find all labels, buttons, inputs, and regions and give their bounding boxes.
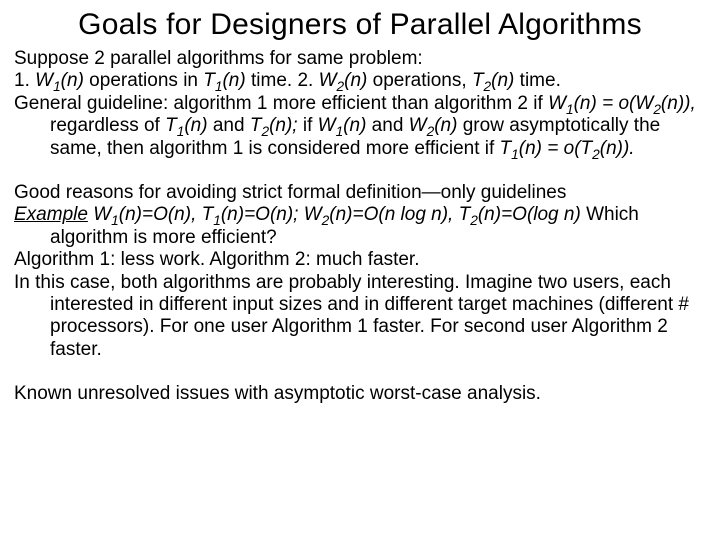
- text: (n) = o(W: [574, 93, 654, 114]
- text: if: [298, 115, 318, 136]
- text: (n)).: [600, 138, 635, 159]
- line-example: Example W1(n)=O(n), T1(n)=O(n); W2(n)=O(…: [14, 204, 706, 249]
- slide: Goals for Designers of Parallel Algorith…: [0, 0, 720, 540]
- text: (n): [61, 70, 84, 91]
- expr: W1(n) = o(W2(n)),: [548, 93, 696, 114]
- sub: 2: [470, 213, 478, 228]
- expr: T1(n): [165, 115, 207, 136]
- work-1: W1(n): [35, 70, 84, 91]
- text: operations,: [367, 70, 472, 91]
- text: General guideline: algorithm 1 more effi…: [14, 93, 548, 114]
- text: regardless of: [50, 115, 165, 136]
- text: W: [35, 70, 53, 91]
- text: T: [165, 115, 177, 136]
- spacer: [14, 160, 706, 182]
- line-general-guideline: General guideline: algorithm 1 more effi…: [14, 93, 706, 160]
- text: time.: [514, 70, 560, 91]
- sub: 1: [511, 146, 519, 161]
- line-known-issues: Known unresolved issues with asymptotic …: [14, 383, 706, 405]
- text: (n);: [269, 115, 298, 136]
- expr: W1(n)=O(n), T1(n)=O(n); W2(n)=O(n log n)…: [93, 204, 581, 225]
- expr: W2(n): [409, 115, 458, 136]
- text: time. 2.: [246, 70, 319, 91]
- line-good-reasons: Good reasons for avoiding strict formal …: [14, 182, 706, 204]
- expr: T2(n);: [250, 115, 298, 136]
- line-problem-defs: 1. W1(n) operations in T1(n) time. 2. W2…: [14, 70, 706, 92]
- line-algo-compare: Algorithm 1: less work. Algorithm 2: muc…: [14, 249, 706, 271]
- text: W: [409, 115, 427, 136]
- text: (n): [491, 70, 514, 91]
- text: W: [93, 204, 111, 225]
- text: T: [500, 138, 512, 159]
- sub: 2: [592, 146, 600, 161]
- text: W: [318, 115, 336, 136]
- text: (n): [343, 115, 366, 136]
- expr: T1(n) = o(T2(n)).: [500, 138, 635, 159]
- text: operations in: [84, 70, 203, 91]
- text: and: [208, 115, 250, 136]
- text: W: [319, 70, 337, 91]
- text: (n)),: [661, 93, 696, 114]
- slide-title: Goals for Designers of Parallel Algorith…: [14, 8, 706, 42]
- example-label: Example: [14, 204, 88, 225]
- text: T: [250, 115, 262, 136]
- text: and: [366, 115, 408, 136]
- text: T: [472, 70, 484, 91]
- text: (n)=O(n log n), T: [329, 204, 470, 225]
- text: (n)=O(n); W: [221, 204, 322, 225]
- line-suppose: Suppose 2 parallel algorithms for same p…: [14, 48, 706, 70]
- text: W: [548, 93, 566, 114]
- text: (n)=O(log n): [478, 204, 581, 225]
- slide-body: Suppose 2 parallel algorithms for same p…: [14, 48, 706, 406]
- expr: W1(n): [318, 115, 367, 136]
- time-2: T2(n): [472, 70, 514, 91]
- text: (n): [344, 70, 367, 91]
- text: (n) = o(T: [519, 138, 592, 159]
- line-both-interesting: In this case, both algorithms are probab…: [14, 272, 706, 362]
- text: (n): [184, 115, 207, 136]
- text: (n): [222, 70, 245, 91]
- spacer: [14, 361, 706, 383]
- text: T: [203, 70, 215, 91]
- text: (n): [434, 115, 457, 136]
- time-1: T1(n): [203, 70, 245, 91]
- text: 1.: [14, 70, 35, 91]
- work-2: W2(n): [319, 70, 368, 91]
- text: (n)=O(n), T: [119, 204, 213, 225]
